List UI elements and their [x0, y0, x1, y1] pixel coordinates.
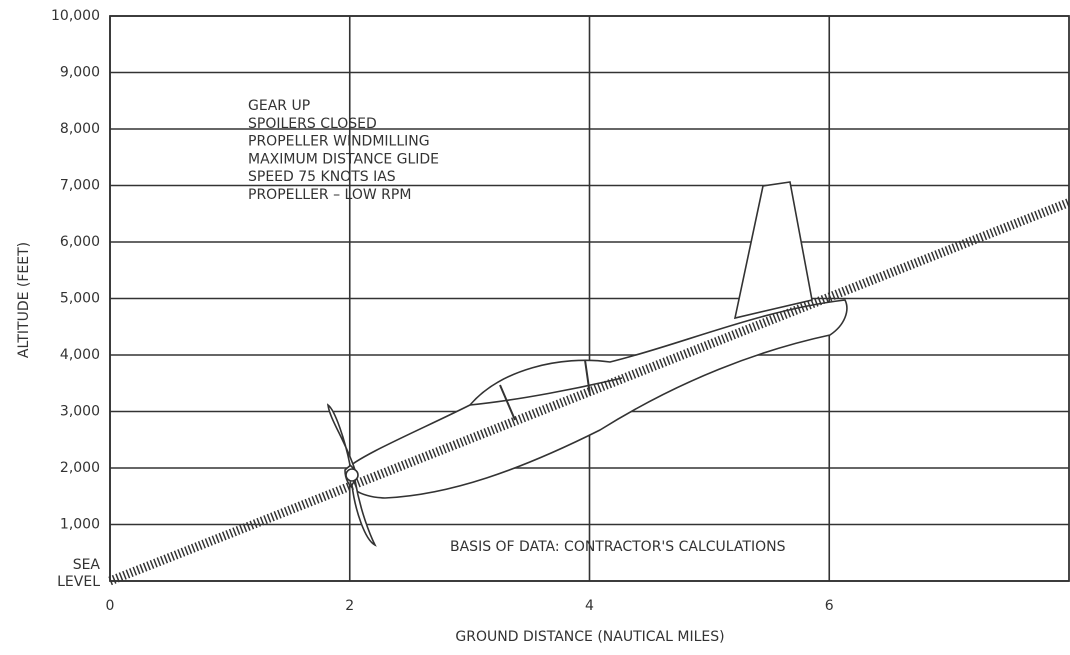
- y-tick-label: 9,000: [60, 65, 100, 81]
- airplane: [328, 182, 847, 545]
- x-tick-label: 4: [585, 598, 594, 614]
- y-tick-label: 3,000: [60, 404, 100, 420]
- y-tick-label: 10,000: [51, 8, 100, 24]
- y-tick-label: 1,000: [60, 517, 100, 533]
- annotation: SPOILERS CLOSED: [248, 116, 377, 132]
- x-tick-label: 2: [345, 598, 354, 614]
- x-tick-label: 6: [825, 598, 834, 614]
- x-axis-label: GROUND DISTANCE (NAUTICAL MILES): [455, 629, 724, 645]
- y-tick-label: 7,000: [60, 178, 100, 194]
- annotation: GEAR UP: [248, 98, 310, 114]
- annotation: PROPELLER – LOW RPM: [248, 187, 411, 203]
- page: {"chart_data": {"type": "line", "y_label…: [0, 0, 1070, 655]
- y-tick-label: 8,000: [60, 121, 100, 137]
- annotation: PROPELLER WINDMILLING: [248, 134, 430, 150]
- note: BASIS OF DATA: CONTRACTOR'S CALCULATIONS: [450, 539, 786, 555]
- y-axis-label: ALTITUDE (FEET): [16, 242, 32, 358]
- y-tick-label: 5,000: [60, 291, 100, 307]
- y-tick-label: SEA LEVEL: [40, 557, 100, 591]
- annotation: SPEED 75 KNOTS IAS: [248, 169, 396, 185]
- y-tick-label: 6,000: [60, 234, 100, 250]
- annotation: MAXIMUM DISTANCE GLIDE: [248, 151, 439, 167]
- y-tick-label: 2,000: [60, 460, 100, 476]
- x-tick-label: 0: [106, 598, 115, 614]
- y-tick-label: 4,000: [60, 347, 100, 363]
- chart: ALTITUDE (FEET) GROUND DISTANCE (NAUTICA…: [0, 0, 1070, 655]
